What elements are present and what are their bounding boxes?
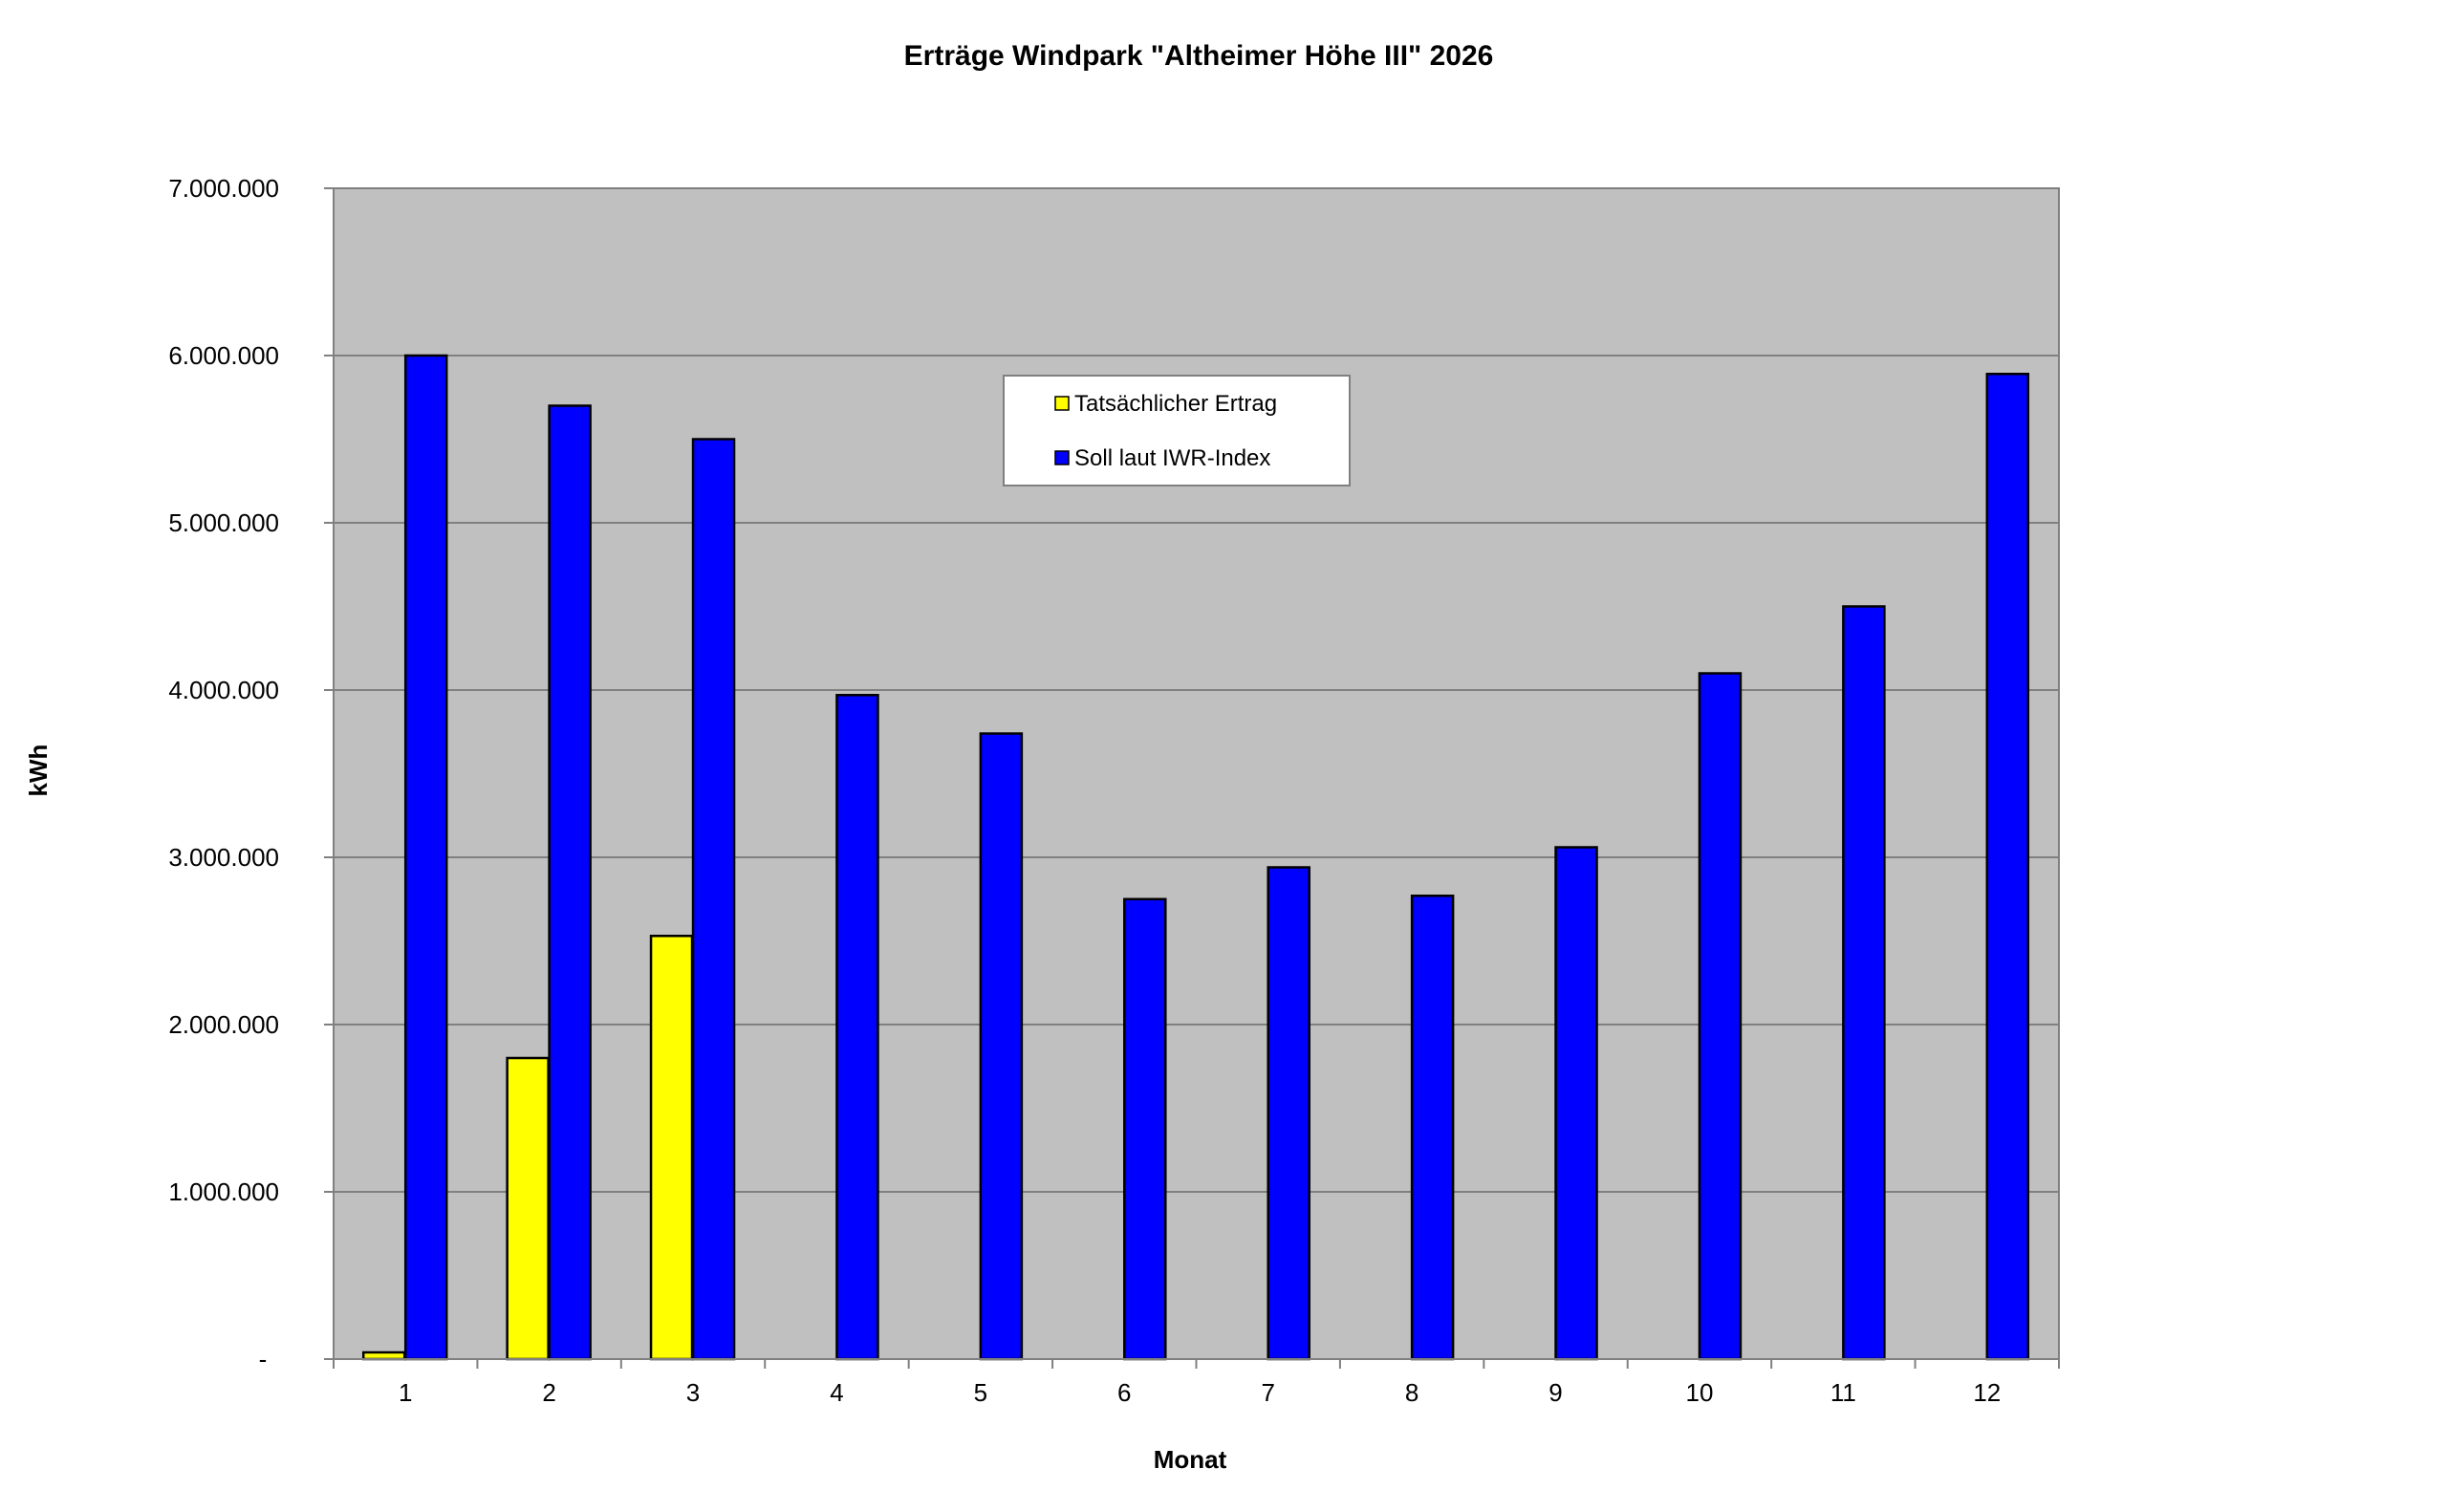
bar-target-11 [1842,605,1886,1361]
bar-actual-3 [649,935,694,1361]
bar-target-12 [1985,373,2030,1361]
bar-target-6 [1123,897,1167,1361]
bars [361,354,2030,1361]
y-tick-label: 5.000.000 [168,508,279,537]
y-tick-labels: - 1.000.000 2.000.000 3.000.000 4.000.000 5.0… [168,174,279,1373]
x-tick-label: 5 [974,1378,987,1407]
legend-label-actual: Tatsächlicher Ertrag [1074,391,1277,417]
bar-target-2 [548,404,592,1361]
plot-area [333,187,2060,1360]
legend-swatch-target [1054,450,1070,465]
x-tick-label: 7 [1261,1378,1274,1407]
legend-label-target: Soll laut IWR-Index [1074,445,1270,471]
x-tick-labels: 1 2 3 4 5 6 7 8 9 10 11 12 [399,1378,2001,1407]
x-tick-label: 10 [1685,1378,1713,1407]
legend-swatch-actual [1054,396,1070,411]
y-tick-label: - [259,1345,268,1373]
y-tick-label: 4.000.000 [168,676,279,704]
bar-actual-2 [506,1056,550,1361]
y-tick-label: 7.000.000 [168,174,279,203]
x-tick-label: 12 [1973,1378,2001,1407]
x-tick-label: 8 [1405,1378,1418,1407]
y-tick-label: 1.000.000 [168,1177,279,1206]
x-tick-label: 11 [1830,1378,1856,1407]
x-axis-title: Monat [1154,1445,1227,1474]
bar-target-3 [691,438,736,1361]
bar-target-7 [1267,866,1310,1361]
x-tick-label: 1 [399,1378,412,1407]
bar-target-10 [1698,672,1743,1361]
chart-title: Erträge Windpark "Altheimer Höhe III" 20… [904,40,1494,72]
x-tick-label: 6 [1117,1378,1131,1407]
y-axis-title: kWh [24,745,53,797]
y-tick-label: 6.000.000 [168,341,279,370]
bar-target-1 [403,354,448,1361]
y-tick-label: 2.000.000 [168,1010,279,1039]
bar-target-8 [1410,895,1455,1361]
x-tick-label: 9 [1548,1378,1562,1407]
bar-actual-1 [361,1350,406,1361]
gridlines [334,355,2059,1193]
bar-target-5 [979,732,1024,1361]
x-tick-label: 3 [686,1378,700,1407]
bar-target-9 [1554,846,1598,1361]
legend-box [1003,375,1351,486]
x-tick-label: 2 [542,1378,555,1407]
y-tick-label: 3.000.000 [168,843,279,872]
bar-target-4 [835,694,879,1361]
axes [324,187,2060,1369]
legend: Tatsächlicher Ertrag Soll laut IWR-Index [1003,375,1351,486]
x-tick-label: 4 [830,1378,843,1407]
